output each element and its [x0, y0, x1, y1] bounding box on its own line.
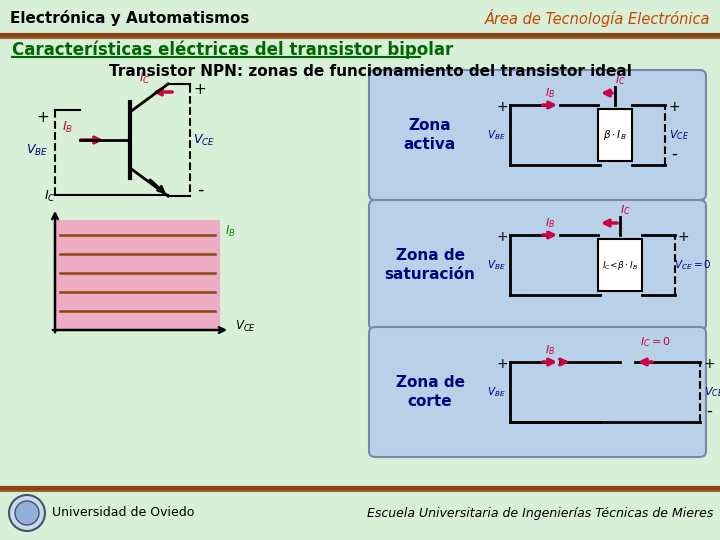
Text: $V_{CE}$: $V_{CE}$: [235, 319, 256, 334]
FancyBboxPatch shape: [369, 70, 706, 200]
Text: $I_B$: $I_B$: [63, 119, 73, 134]
Text: $V_{CE}=0$: $V_{CE}=0$: [674, 258, 712, 272]
Text: +: +: [678, 230, 689, 244]
FancyBboxPatch shape: [369, 327, 706, 457]
Text: $V_{BE}$: $V_{BE}$: [487, 128, 505, 142]
Text: $I_B$: $I_B$: [545, 343, 555, 357]
Text: $I_C$: $I_C$: [139, 70, 151, 85]
Text: -: -: [671, 145, 677, 163]
Text: $I_B$: $I_B$: [225, 224, 235, 239]
Circle shape: [9, 495, 45, 531]
Circle shape: [15, 501, 39, 525]
Text: $V_{CE}$: $V_{CE}$: [669, 128, 689, 142]
Text: $V_{BE}$: $V_{BE}$: [487, 258, 505, 272]
Text: Zona de
saturación: Zona de saturación: [384, 248, 475, 282]
FancyBboxPatch shape: [369, 200, 706, 330]
Text: +: +: [37, 111, 50, 125]
Text: Universidad de Oviedo: Universidad de Oviedo: [52, 507, 194, 519]
Text: $I_C$: $I_C$: [615, 73, 626, 87]
Text: -: -: [706, 402, 712, 420]
Bar: [598, 239, 642, 291]
Text: Electrónica y Automatismos: Electrónica y Automatismos: [10, 10, 249, 26]
Text: $V_{BE}$: $V_{BE}$: [26, 143, 48, 158]
Text: Zona de
corte: Zona de corte: [395, 375, 464, 409]
Text: Zona
activa: Zona activa: [404, 118, 456, 152]
Bar: [598, 109, 632, 161]
Text: Área de Tecnología Electrónica: Área de Tecnología Electrónica: [485, 9, 710, 27]
Text: $I_B$: $I_B$: [545, 216, 555, 230]
Text: $V_{CE}$: $V_{CE}$: [704, 385, 720, 399]
Text: +: +: [496, 230, 508, 244]
Text: $I_C$: $I_C$: [620, 203, 630, 217]
Text: Características eléctricas del transistor bipolar: Características eléctricas del transisto…: [12, 40, 454, 59]
Text: $V_{BE}$: $V_{BE}$: [487, 385, 505, 399]
Text: $I_B$: $I_B$: [545, 86, 555, 100]
Text: +: +: [496, 100, 508, 114]
Text: $\beta \cdot I_B$: $\beta \cdot I_B$: [603, 128, 627, 142]
Text: +: +: [194, 83, 207, 98]
Text: -: -: [197, 181, 203, 199]
Text: +: +: [668, 100, 680, 114]
Text: Escuela Universitaria de Ingenierías Técnicas de Mieres: Escuela Universitaria de Ingenierías Téc…: [366, 507, 714, 519]
Text: +: +: [703, 357, 715, 371]
Text: Transistor NPN: zonas de funcionamiento del transistor ideal: Transistor NPN: zonas de funcionamiento …: [109, 64, 631, 79]
Text: $I_C=0$: $I_C=0$: [639, 335, 670, 349]
Text: $I_C$: $I_C$: [44, 189, 56, 204]
Bar: [55, 220, 220, 330]
Text: +: +: [496, 357, 508, 371]
Text: $V_{CE}$: $V_{CE}$: [193, 132, 215, 147]
Text: $I_C\!<\!\beta\cdot I_B$: $I_C\!<\!\beta\cdot I_B$: [602, 259, 638, 272]
